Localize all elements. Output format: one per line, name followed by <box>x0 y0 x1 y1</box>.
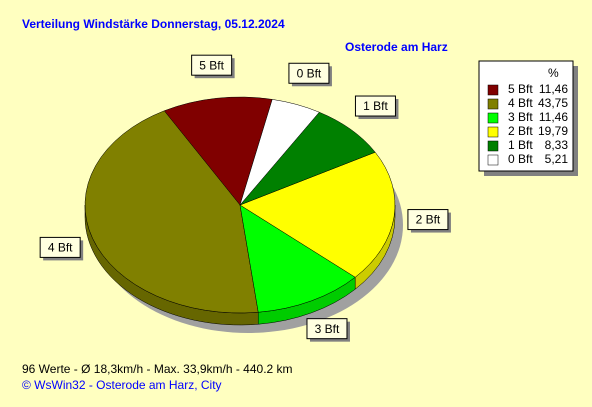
chart-title: Verteilung Windstärke Donnerstag, 05.12.… <box>22 17 285 31</box>
label-box <box>191 54 233 76</box>
label-box <box>407 209 449 231</box>
legend-value: 43,75 <box>538 96 568 110</box>
legend-label: 5 Bft <box>508 82 533 96</box>
legend-value: 5,21 <box>545 152 569 166</box>
slice-label: 3 Bft <box>306 318 350 342</box>
slice-label: 2 Bft <box>407 209 451 233</box>
legend-swatch <box>487 154 499 166</box>
label-box <box>288 62 330 84</box>
slice-label-text: 1 Bft <box>363 99 388 113</box>
slice-label-text: 0 Bft <box>297 66 322 80</box>
legend-swatch <box>487 126 499 138</box>
slice-label-text: 4 Bft <box>48 241 73 255</box>
legend-label: 2 Bft <box>508 124 533 138</box>
legend-swatch <box>487 112 499 124</box>
legend-swatch <box>487 98 499 110</box>
label-box <box>354 95 396 117</box>
slice-label-text: 3 Bft <box>315 322 340 336</box>
slice-label: 0 Bft <box>288 62 332 87</box>
legend-header: % <box>548 66 559 80</box>
pie-slice <box>163 96 273 206</box>
pie-slice <box>239 99 320 206</box>
pie-slice <box>84 110 259 314</box>
slice-label: 5 Bft <box>191 54 235 79</box>
legend-label: 3 Bft <box>508 110 533 124</box>
credit: © WsWin32 - Osterode am Harz, City <box>22 378 222 392</box>
slice-label-text: 5 Bft <box>199 58 224 72</box>
legend-value: 19,79 <box>538 124 568 138</box>
legend-label: 1 Bft <box>508 138 533 152</box>
legend-label: 4 Bft <box>508 96 533 110</box>
pie-slice <box>239 151 396 278</box>
legend-value: 8,33 <box>545 138 569 152</box>
label-box <box>39 236 81 258</box>
chart-subtitle: Osterode am Harz <box>345 40 448 54</box>
legend-swatch <box>487 84 499 96</box>
slice-label-text: 2 Bft <box>416 213 441 227</box>
slice-label: 1 Bft <box>354 95 399 120</box>
legend-swatch <box>487 140 499 152</box>
footer: 96 Werte - Ø 18,3km/h - Max. 33,9km/h - … <box>22 362 293 376</box>
legend-value: 11,46 <box>539 82 568 96</box>
pie-slice <box>239 204 356 313</box>
legend-label: 0 Bft <box>508 152 533 166</box>
slice-label: 4 Bft <box>39 236 84 261</box>
legend-value: 11,46 <box>539 110 568 124</box>
label-box <box>306 318 348 340</box>
